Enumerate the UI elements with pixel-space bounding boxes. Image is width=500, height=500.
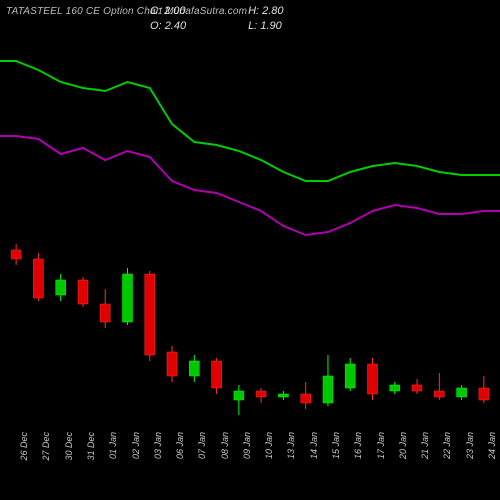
x-axis-label: 17 Jan — [376, 432, 386, 482]
x-axis-label: 27 Dec — [41, 432, 51, 482]
x-axis-label: 15 Jan — [331, 432, 341, 482]
x-axis-label: 13 Jan — [286, 432, 296, 482]
x-axis-label: 06 Jan — [175, 432, 185, 482]
x-axis-label: 03 Jan — [153, 432, 163, 482]
candle-body — [145, 274, 155, 355]
candle-body — [234, 391, 244, 400]
x-axis-label: 02 Jan — [131, 432, 141, 482]
candle-body — [212, 361, 222, 388]
x-axis-label: 30 Dec — [64, 432, 74, 482]
candle-body — [189, 361, 199, 376]
x-axis-labels: 26 Dec27 Dec30 Dec31 Dec01 Jan02 Jan03 J… — [0, 445, 500, 500]
candle-body — [345, 364, 355, 388]
x-axis-label: 26 Dec — [19, 432, 29, 482]
indicator-line-1 — [0, 61, 500, 181]
x-axis-label: 20 Jan — [398, 432, 408, 482]
x-axis-label: 10 Jan — [264, 432, 274, 482]
x-axis-label: 01 Jan — [108, 432, 118, 482]
indicator-line-2 — [0, 136, 500, 235]
x-axis-label: 22 Jan — [442, 432, 452, 482]
x-axis-label: 09 Jan — [242, 432, 252, 482]
candle-body — [256, 391, 266, 397]
x-axis-label: 23 Jan — [465, 432, 475, 482]
x-axis-label: 31 Dec — [86, 432, 96, 482]
x-axis-label: 16 Jan — [353, 432, 363, 482]
candle-body — [390, 385, 400, 391]
candle-body — [479, 388, 489, 400]
candle-body — [56, 280, 66, 295]
candle-body — [301, 394, 311, 403]
candle-body — [434, 391, 444, 397]
plot-area — [0, 0, 500, 500]
x-axis-label: 24 Jan — [487, 432, 497, 482]
candle-body — [412, 385, 422, 391]
candle-body — [167, 352, 177, 376]
candle-body — [368, 364, 378, 394]
candle-body — [11, 250, 21, 259]
x-axis-label: 21 Jan — [420, 432, 430, 482]
candle-body — [100, 304, 110, 322]
x-axis-label: 08 Jan — [220, 432, 230, 482]
option-chart: TATASTEEL 160 CE Option Chart MunafaSutr… — [0, 0, 500, 500]
candle-body — [278, 394, 288, 397]
x-axis-label: 07 Jan — [197, 432, 207, 482]
candle-body — [323, 376, 333, 403]
candle-body — [33, 259, 43, 298]
candle-body — [457, 388, 467, 397]
x-axis-label: 14 Jan — [309, 432, 319, 482]
candle-body — [78, 280, 88, 304]
candle-body — [123, 274, 133, 322]
